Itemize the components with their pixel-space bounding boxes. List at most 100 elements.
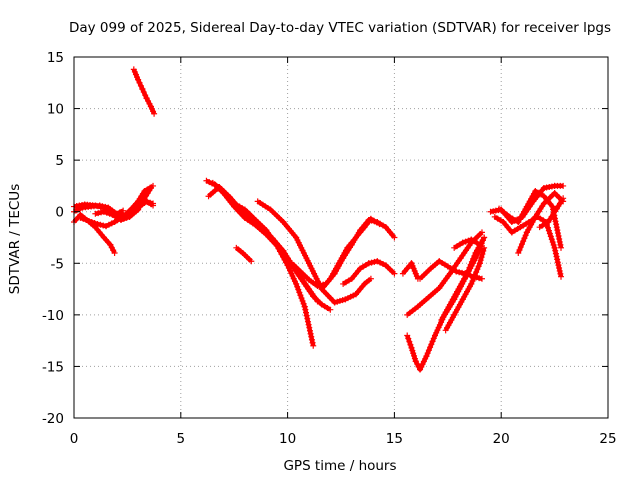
plus-marker <box>206 179 213 186</box>
plus-marker <box>303 309 310 316</box>
plus-marker <box>306 327 313 334</box>
y-tick-label: -10 <box>42 308 64 324</box>
plus-marker <box>120 215 127 222</box>
plus-marker <box>560 182 567 189</box>
plus-marker <box>135 76 142 83</box>
plus-marker <box>308 333 315 340</box>
plus-marker <box>429 338 436 345</box>
plus-marker <box>434 327 441 334</box>
plus-marker <box>478 229 485 236</box>
plus-marker <box>294 283 301 290</box>
plus-marker <box>411 355 418 362</box>
plus-marker <box>92 202 99 209</box>
x-tick-label: 25 <box>599 431 616 447</box>
plus-marker <box>310 342 317 349</box>
plot-area-border <box>73 56 609 419</box>
y-axis-label: SDTVAR / TECUs <box>7 184 23 294</box>
plus-marker <box>103 223 110 230</box>
plus-marker <box>479 251 486 258</box>
plus-marker <box>476 275 483 282</box>
plus-marker <box>297 292 304 299</box>
plus-marker <box>377 259 384 266</box>
plus-marker <box>417 366 424 373</box>
y-tick-label: -5 <box>51 256 64 272</box>
plus-marker <box>515 249 522 256</box>
plus-marker <box>554 259 561 266</box>
plus-marker <box>347 293 354 300</box>
plus-marker <box>478 275 485 282</box>
plus-marker <box>83 216 90 223</box>
plus-marker <box>85 217 92 224</box>
y-tick-label: -20 <box>42 411 64 427</box>
plus-marker <box>92 210 99 217</box>
plus-marker <box>150 200 157 207</box>
plus-marker <box>350 292 357 299</box>
plus-marker <box>300 300 307 307</box>
plus-marker <box>120 207 127 214</box>
plus-marker <box>469 277 476 284</box>
plus-marker <box>103 209 110 216</box>
plus-marker <box>476 260 483 267</box>
plus-marker <box>554 256 561 263</box>
plus-marker <box>453 268 460 275</box>
plus-marker <box>100 222 107 229</box>
plus-marker <box>433 329 440 336</box>
plus-marker <box>547 233 554 240</box>
plus-marker <box>203 177 210 184</box>
plus-marker <box>473 269 480 276</box>
plus-marker <box>545 227 552 234</box>
plus-marker <box>474 266 481 273</box>
plus-marker <box>520 238 527 245</box>
plus-marker <box>142 92 149 99</box>
plus-marker <box>549 239 556 246</box>
plot-frame <box>73 56 609 419</box>
plus-marker <box>470 275 477 282</box>
trace-arc-12 <box>254 198 374 306</box>
plus-marker <box>296 289 303 296</box>
plus-marker <box>404 332 411 339</box>
plus-marker <box>475 263 482 270</box>
plus-marker <box>418 363 425 370</box>
plus-marker <box>471 272 478 279</box>
trace-arc-26 <box>515 190 567 256</box>
plus-marker <box>556 265 563 272</box>
trace-arc-21 <box>442 244 488 334</box>
plus-marker <box>117 216 124 223</box>
plus-marker <box>406 338 413 345</box>
data-traces <box>71 66 567 373</box>
plus-marker <box>422 355 429 362</box>
y-tick-label: 10 <box>47 102 64 118</box>
trace-arc-11 <box>233 244 255 265</box>
plus-marker <box>144 199 151 206</box>
plus-marker <box>304 318 311 325</box>
plus-marker <box>552 250 559 257</box>
plus-marker <box>558 273 565 280</box>
plus-marker <box>289 272 296 279</box>
y-tick-label: -15 <box>42 359 64 375</box>
plus-marker <box>139 85 146 92</box>
plus-marker <box>471 252 478 259</box>
plus-marker <box>552 218 559 225</box>
plus-marker <box>147 184 154 191</box>
plus-marker <box>553 221 560 228</box>
plus-marker <box>371 258 378 265</box>
plus-marker <box>558 244 565 251</box>
plus-marker <box>141 198 148 205</box>
plus-marker <box>299 297 306 304</box>
plus-marker <box>365 260 372 267</box>
plus-marker <box>419 361 426 368</box>
plus-marker <box>480 247 487 254</box>
plus-marker <box>481 244 488 251</box>
plus-marker <box>560 195 567 202</box>
plus-marker <box>549 203 556 210</box>
trace-arc-14 <box>318 215 383 293</box>
plus-marker <box>88 219 95 226</box>
plus-marker <box>464 270 471 277</box>
plus-marker <box>552 247 559 254</box>
plus-marker <box>425 347 432 354</box>
plus-marker <box>95 203 102 210</box>
plus-marker <box>410 350 417 357</box>
trace-arc-15 <box>340 258 398 287</box>
plus-marker <box>544 224 551 231</box>
